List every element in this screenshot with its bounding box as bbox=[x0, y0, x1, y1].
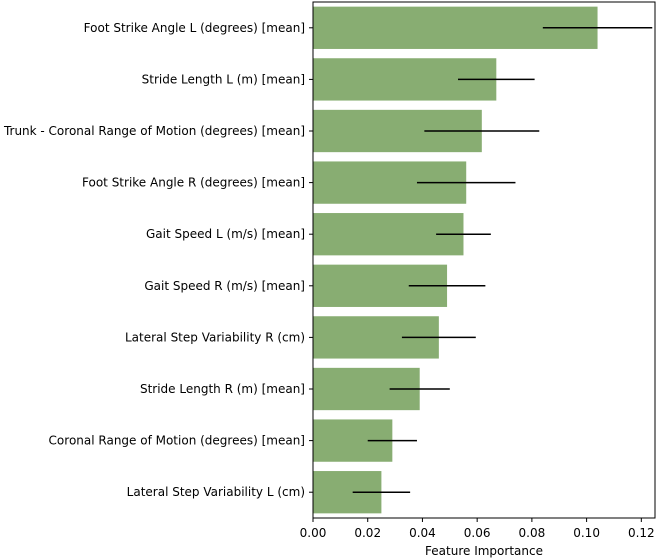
bars-group bbox=[313, 6, 598, 514]
x-tick-label-4: 0.08 bbox=[519, 526, 546, 540]
x-tick-label-0: 0.00 bbox=[300, 526, 327, 540]
y-tick-label-1: Stride Length L (m) [mean] bbox=[142, 72, 305, 86]
y-tick-label-7: Stride Length R (m) [mean] bbox=[140, 382, 305, 396]
x-tick-label-5: 0.10 bbox=[573, 526, 600, 540]
x-axis-label: Feature Importance bbox=[425, 544, 543, 558]
x-tick-label-6: 0.12 bbox=[628, 526, 655, 540]
y-tick-label-9: Lateral Step Variability L (cm) bbox=[127, 485, 305, 499]
x-tick-label-3: 0.06 bbox=[464, 526, 491, 540]
y-tick-label-3: Foot Strike Angle R (degrees) [mean] bbox=[82, 176, 305, 190]
y-tick-label-2: Trunk - Coronal Range of Motion (degrees… bbox=[3, 124, 305, 138]
y-tick-label-6: Lateral Step Variability R (cm) bbox=[125, 330, 305, 344]
y-axis: Foot Strike Angle L (degrees) [mean] Stri… bbox=[3, 21, 313, 499]
plot-frame bbox=[312, 1, 656, 519]
y-tick-label-5: Gait Speed R (m/s) [mean] bbox=[144, 279, 305, 293]
y-tick-label-4: Gait Speed L (m/s) [mean] bbox=[146, 227, 305, 241]
error-bars-group bbox=[352, 27, 653, 493]
y-tick-label-0: Foot Strike Angle L (degrees) [mean] bbox=[84, 21, 305, 35]
x-tick-label-1: 0.02 bbox=[354, 526, 381, 540]
x-axis: 0.00 0.02 0.04 0.06 0.08 0.10 0.12 bbox=[300, 518, 655, 540]
y-tick-label-8: Coronal Range of Motion (degrees) [mean] bbox=[49, 434, 305, 448]
x-tick-label-2: 0.04 bbox=[409, 526, 436, 540]
